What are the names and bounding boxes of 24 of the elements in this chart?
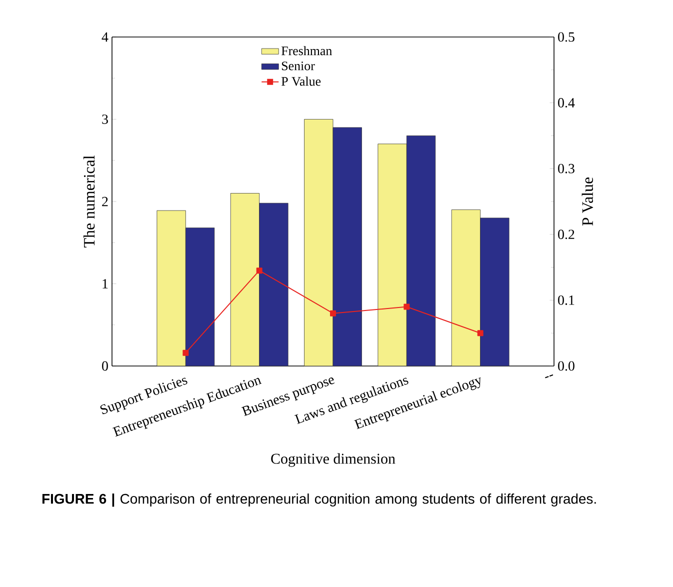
y2-tick-label: 0.4 xyxy=(558,98,575,108)
x-tick-label: -- xyxy=(545,374,554,378)
y2-tick-label: 0.5 xyxy=(558,32,574,42)
legend-label: Senior xyxy=(282,62,315,70)
y2-tick-label: 0.2 xyxy=(558,230,574,240)
point xyxy=(330,310,336,316)
y2-tick-label: 0.3 xyxy=(558,164,574,174)
point xyxy=(256,268,262,274)
y-tick-label: 4 xyxy=(102,32,108,42)
legend-label: P Value xyxy=(281,76,321,86)
point xyxy=(182,350,189,356)
x-axis-title: Cognitive dimension xyxy=(271,453,396,467)
point xyxy=(477,330,484,336)
y-tick-label: 3 xyxy=(102,114,108,124)
y2-tick-label: 0.0 xyxy=(558,361,574,371)
y-tick-label: 0 xyxy=(102,361,108,371)
point xyxy=(404,304,410,310)
y2-axis-title: P Value xyxy=(582,177,594,226)
text: FIGURE 6 | Comparison of entrepreneurial cognition among students of different grades. xyxy=(42,494,596,507)
y-tick-label: 1 xyxy=(102,279,108,288)
legend-label: Freshman xyxy=(281,46,332,56)
y2-tick-label: 0.1 xyxy=(558,295,574,305)
y-axis-title: The numerical xyxy=(83,156,95,248)
y-tick-label: 2 xyxy=(102,196,108,206)
